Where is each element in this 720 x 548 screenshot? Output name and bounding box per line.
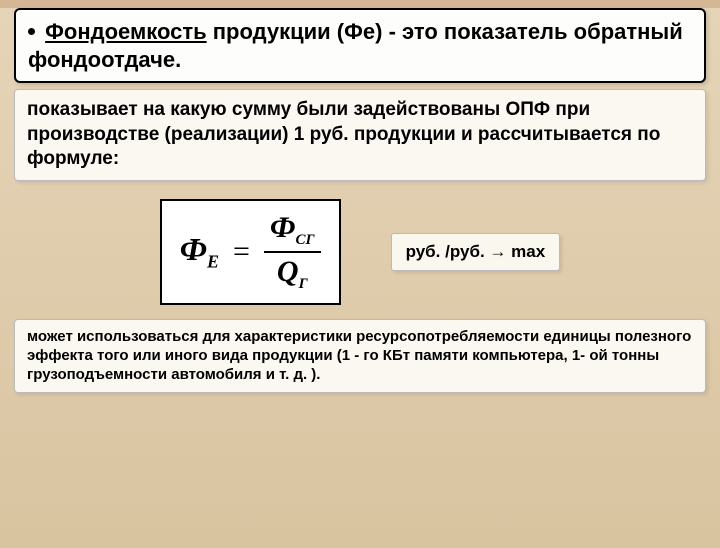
lhs-main: Ф (180, 231, 207, 267)
title-box: Фондоемкость продукции (Фе) - это показа… (14, 8, 706, 83)
title-text: Фондоемкость продукции (Фе) - это показа… (28, 18, 692, 73)
description-box: показывает на какую сумму были задейство… (14, 89, 706, 181)
note-text: может использоваться для характеристики … (27, 328, 693, 384)
unit-text: руб. /руб. → max (406, 242, 546, 262)
description-text: показывает на какую сумму были задейство… (27, 98, 693, 172)
bullet-icon (28, 28, 35, 35)
fraction: ФСГ QГ (264, 211, 321, 293)
note-box: может использоваться для характеристики … (14, 319, 706, 393)
lhs-sub: Е (207, 252, 219, 272)
fraction-line (264, 251, 321, 253)
title-underlined: Фондоемкость (45, 19, 207, 44)
denominator: QГ (271, 255, 314, 293)
formula-box: ФЕ = ФСГ QГ (160, 199, 341, 305)
formula-row: ФЕ = ФСГ QГ руб. /руб. → max (14, 199, 706, 305)
unit-box: руб. /руб. → max (391, 233, 561, 271)
slide: Фондоемкость продукции (Фе) - это показа… (0, 8, 720, 548)
den-main: Q (277, 255, 299, 288)
den-sub: Г (299, 276, 308, 292)
num-main: Ф (270, 211, 296, 244)
num-sub: СГ (295, 232, 314, 248)
formula-lhs: ФЕ (180, 231, 219, 272)
equals-sign: = (233, 235, 250, 269)
numerator: ФСГ (264, 211, 321, 249)
